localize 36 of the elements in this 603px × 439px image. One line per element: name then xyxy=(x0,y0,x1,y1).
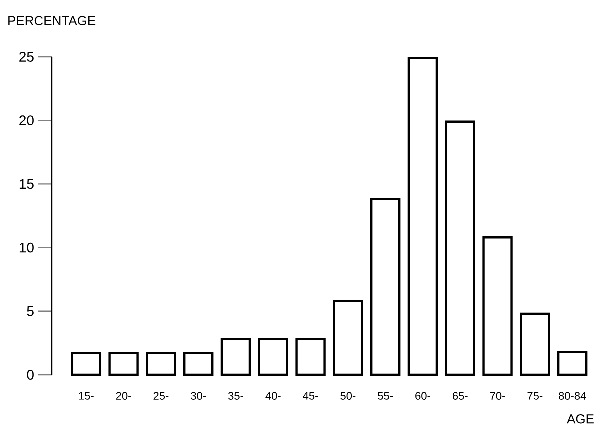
bar xyxy=(333,300,364,376)
y-tick-label: 25 xyxy=(20,52,34,62)
x-tick-label: 55- xyxy=(378,392,394,400)
x-tick-label: 80-84 xyxy=(558,392,586,400)
bar xyxy=(520,312,550,376)
x-axis-title: AGE xyxy=(567,414,594,424)
x-tick-label: 50- xyxy=(340,392,356,400)
y-tick-label: 15 xyxy=(20,179,34,190)
x-tick-label: 75- xyxy=(528,392,543,400)
bar xyxy=(184,352,214,376)
bar xyxy=(296,338,326,376)
bar xyxy=(146,352,176,376)
x-tick-label: 40- xyxy=(266,392,281,400)
bar xyxy=(557,351,588,376)
bar xyxy=(71,352,102,376)
bar xyxy=(408,57,438,376)
x-tick-label: 35- xyxy=(228,392,244,400)
bar xyxy=(220,338,252,376)
bar xyxy=(370,198,401,376)
x-tick-label: 70- xyxy=(490,392,506,400)
x-tick-label: 45- xyxy=(303,392,318,400)
bar xyxy=(482,236,513,376)
x-tick-label: 20- xyxy=(116,392,132,400)
x-tick-label: 60- xyxy=(416,392,430,400)
y-tick-label: 5 xyxy=(27,306,34,316)
y-tick-label: 10 xyxy=(20,242,34,253)
x-tick-label: 65- xyxy=(452,392,468,400)
x-tick-label: 25- xyxy=(154,392,169,400)
x-tick-label: 15- xyxy=(79,392,94,400)
y-axis-title: PERCENTAGE xyxy=(8,16,96,26)
bar xyxy=(445,120,476,376)
bar xyxy=(108,352,139,376)
y-tick-label: 0 xyxy=(27,370,34,380)
bar xyxy=(258,338,288,376)
y-tick-label: 20 xyxy=(20,116,34,126)
x-tick-label: 30- xyxy=(191,392,206,400)
